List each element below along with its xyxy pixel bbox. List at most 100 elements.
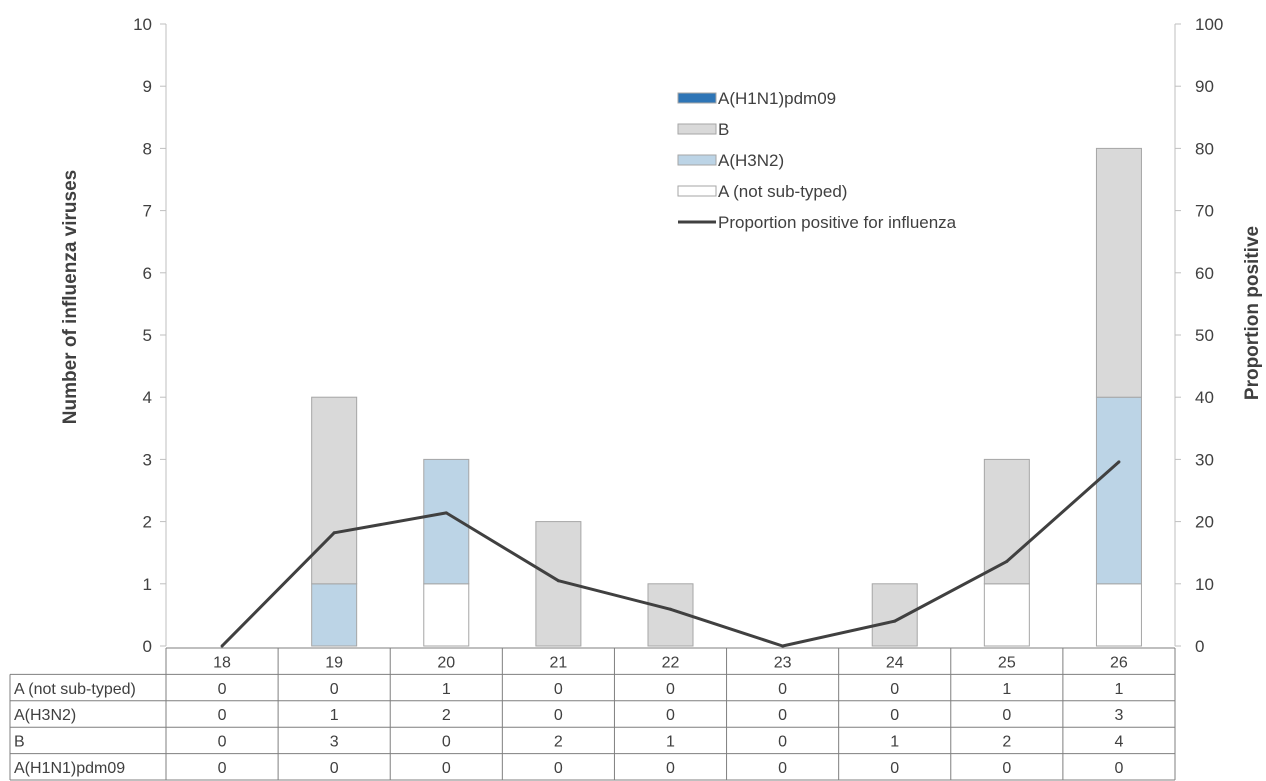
- table-cell: 2: [554, 734, 563, 751]
- y-tick-label-left: 8: [143, 139, 152, 158]
- y-tick-label-left: 6: [143, 264, 152, 283]
- bar-b: [311, 396, 358, 585]
- line-layer: [220, 460, 1121, 648]
- table-cell: 0: [778, 734, 787, 751]
- bar-a-not-sub-typed-: [1095, 583, 1142, 647]
- table-cell: 3: [330, 734, 339, 751]
- bar-a-not-sub-typed-: [983, 583, 1030, 647]
- legend-swatch: [677, 123, 717, 135]
- data-table: 18 19 20 21 22 23 24 25 26A (not sub-typed) 0 0 1 0 0…: [9, 647, 1176, 781]
- table-cell: 0: [666, 707, 675, 724]
- legend: A(H1N1)pdm09 B A(H3N2) A (not sub-typed) Pro…: [677, 89, 957, 232]
- x-tick-label: 18: [213, 654, 231, 671]
- y-axis-label: Number of influenza viruses: [60, 170, 81, 424]
- bar-b: [871, 583, 918, 647]
- y-tick-label-right: 40: [1195, 388, 1214, 407]
- table-cell: 0: [890, 707, 899, 724]
- y-axis-right-label: Proportion positive: [1242, 226, 1263, 400]
- table-cell: 0: [1002, 760, 1011, 777]
- line-point: [1117, 460, 1121, 464]
- legend-swatch: [677, 154, 717, 166]
- line-point: [781, 644, 785, 648]
- line-point: [444, 511, 448, 515]
- line-point: [556, 579, 560, 583]
- bar-a-h3n2-: [1095, 396, 1142, 585]
- table-cell: 1: [1002, 681, 1011, 698]
- table-cell: 0: [666, 681, 675, 698]
- y-tick-label-right: 0: [1195, 637, 1204, 656]
- y-tick-label-left: 4: [143, 388, 152, 407]
- bar-a-not-sub-typed-: [423, 583, 470, 647]
- y-tick-label-left: 1: [143, 575, 152, 594]
- y-tick-label-right: 20: [1195, 513, 1214, 532]
- table-cell: 0: [218, 734, 227, 751]
- line-point: [893, 619, 897, 623]
- legend-label: B: [718, 120, 729, 139]
- line-point: [220, 644, 224, 648]
- table-cell: 0: [1114, 760, 1123, 777]
- bar-b: [1095, 147, 1142, 398]
- y-tick-label-right: 60: [1195, 264, 1214, 283]
- y-tick-label-left: 10: [133, 15, 152, 34]
- table-cell: 0: [778, 681, 787, 698]
- y-tick-label-left: 5: [143, 326, 152, 345]
- table-cell: 3: [1114, 707, 1123, 724]
- table-cell: 1: [442, 681, 451, 698]
- table-cell: 0: [890, 760, 899, 777]
- table-cell: 4: [1114, 734, 1123, 751]
- legend-label: A(H3N2): [718, 151, 784, 170]
- x-tick-label: 19: [325, 654, 343, 671]
- table-cell: 0: [554, 707, 563, 724]
- y-tick-label-right: 30: [1195, 450, 1214, 469]
- table-cell: 2: [442, 707, 451, 724]
- x-tick-label: 22: [662, 654, 680, 671]
- table-cell: 0: [218, 681, 227, 698]
- table-cell: 0: [778, 760, 787, 777]
- y-tick-label-left: 9: [143, 77, 152, 96]
- table-cell: 0: [330, 681, 339, 698]
- table-cell: 0: [1002, 707, 1011, 724]
- table-cell: 0: [554, 681, 563, 698]
- x-tick-label: 25: [998, 654, 1016, 671]
- legend-label: A(H1N1)pdm09: [718, 89, 836, 108]
- table-cell: 1: [666, 734, 675, 751]
- y-tick-label-left: 2: [143, 513, 152, 532]
- table-cell: 0: [890, 681, 899, 698]
- y-tick-label-right: 90: [1195, 77, 1214, 96]
- table-row-label: A(H1N1)pdm09: [14, 760, 125, 777]
- table-cell: 0: [554, 760, 563, 777]
- table-cell: 0: [442, 760, 451, 777]
- table-row-label: A (not sub-typed): [14, 681, 136, 698]
- bars-layer: [311, 147, 1142, 647]
- line-point: [332, 531, 336, 535]
- y-tick-label-right: 10: [1195, 575, 1214, 594]
- table-cell: 0: [218, 707, 227, 724]
- table-cell: 0: [666, 760, 675, 777]
- x-tick-label: 20: [437, 654, 455, 671]
- line-point: [669, 607, 672, 611]
- x-tick-label: 23: [774, 654, 792, 671]
- y-tick-label-right: 70: [1195, 202, 1214, 221]
- y-tick-label-left: 0: [143, 637, 152, 656]
- bar-b: [983, 458, 1030, 585]
- legend-swatch: [677, 92, 717, 104]
- table-cell: 0: [442, 734, 451, 751]
- table-cell: 1: [330, 707, 339, 724]
- legend-label: A (not sub-typed): [718, 182, 847, 201]
- table-cell: 2: [1002, 734, 1011, 751]
- y-tick-label-left: 3: [143, 450, 152, 469]
- table-cell: 0: [778, 707, 787, 724]
- y-tick-label-right: 100: [1195, 15, 1223, 34]
- table-row-label: B: [14, 734, 25, 751]
- line-point: [1005, 559, 1009, 563]
- bar-a-h3n2-: [311, 583, 358, 647]
- x-tick-label: 26: [1110, 654, 1128, 671]
- table-cell: 1: [1114, 681, 1123, 698]
- legend-label: Proportion positive for influenza: [718, 213, 957, 232]
- y-tick-label-right: 80: [1195, 139, 1214, 158]
- legend-swatch: [677, 185, 717, 197]
- y-tick-label-left: 7: [143, 202, 152, 221]
- table-cell: 1: [890, 734, 899, 751]
